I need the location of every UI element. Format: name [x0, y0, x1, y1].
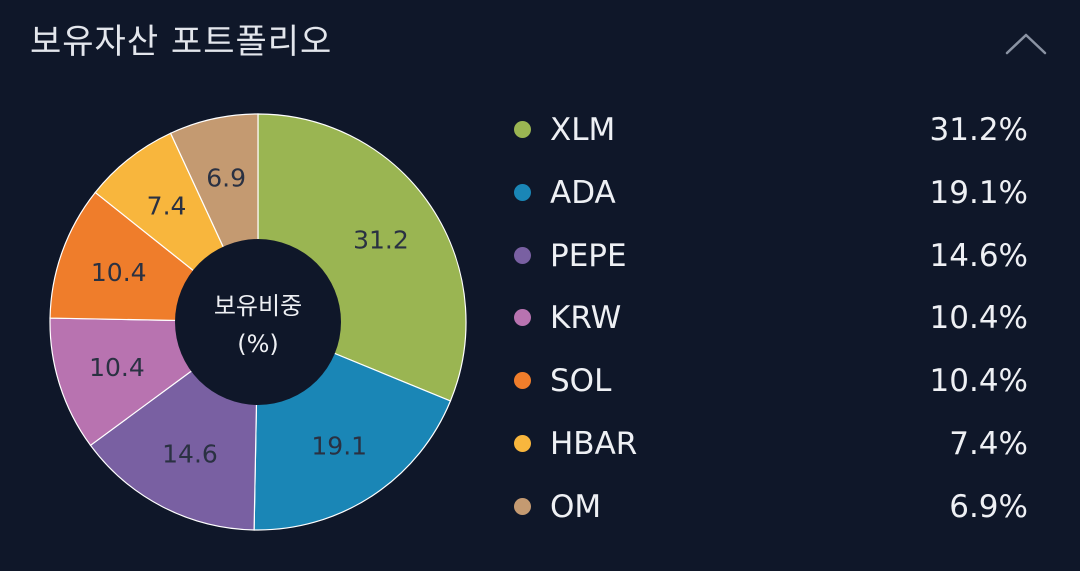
slice-label-hbar: 7.4: [147, 192, 187, 221]
slice-label-om: 6.9: [206, 163, 246, 192]
slice-label-sol: 10.4: [91, 258, 147, 287]
legend-swatch: [514, 183, 531, 201]
center-label-line-1: 보유비중: [214, 292, 302, 320]
legend-value: 6.9%: [949, 488, 1028, 525]
legend-label: OM: [550, 488, 602, 525]
legend-value: 14.6%: [929, 237, 1028, 274]
slice-label-pepe: 14.6: [162, 439, 218, 468]
legend-label: ADA: [550, 174, 616, 211]
legend-value: 10.4%: [929, 300, 1028, 337]
legend-swatch: [514, 121, 531, 138]
donut-chart: 31.2 19.1 14.6 10.4 10.4 7.4 6.9 보유비중 (%): [40, 104, 476, 540]
slice-labels-group: 31.2 19.1 14.6 10.4 10.4 7.4 6.9: [89, 163, 409, 468]
chevron-up-icon: [1005, 33, 1047, 55]
legend-item-hbar[interactable]: HBAR 7.4%: [512, 412, 1032, 475]
legend-swatch: [514, 434, 531, 452]
legend-swatch: [514, 372, 531, 390]
legend-swatch: [514, 309, 531, 327]
slice-label-krw: 10.4: [89, 353, 145, 382]
legend-label: SOL: [550, 363, 612, 400]
legend-swatch: [514, 246, 531, 264]
legend-item-ada[interactable]: ADA 19.1%: [512, 161, 1032, 224]
legend-value: 10.4%: [929, 363, 1028, 400]
legend-value: 19.1%: [929, 174, 1028, 211]
chart-legend: XLM 31.2% ADA 19.1% PEPE 14.6% KRW 10.4%…: [512, 98, 1032, 538]
legend-label: KRW: [550, 300, 622, 337]
center-label-line-2: (%): [237, 330, 279, 358]
collapse-button[interactable]: [998, 22, 1054, 66]
legend-item-xlm[interactable]: XLM 31.2%: [512, 98, 1032, 161]
legend-item-pepe[interactable]: PEPE 14.6%: [512, 224, 1032, 287]
slice-label-xlm: 31.2: [353, 226, 409, 255]
slice-label-ada: 19.1: [311, 432, 367, 461]
donut-chart-svg: 31.2 19.1 14.6 10.4 10.4 7.4 6.9 보유비중 (%): [49, 113, 467, 531]
legend-swatch: [514, 497, 531, 515]
legend-label: PEPE: [550, 237, 627, 274]
donut-hole: [175, 239, 341, 405]
legend-item-om[interactable]: OM 6.9%: [512, 475, 1032, 538]
legend-label: XLM: [550, 112, 616, 148]
legend-value: 31.2%: [929, 112, 1028, 148]
legend-label: HBAR: [550, 425, 638, 462]
panel-header: 보유자산 포트폴리오: [0, 0, 1080, 90]
legend-value: 7.4%: [949, 425, 1028, 462]
legend-item-krw[interactable]: KRW 10.4%: [512, 286, 1032, 349]
panel-title: 보유자산 포트폴리오: [30, 22, 333, 62]
legend-item-sol[interactable]: SOL 10.4%: [512, 349, 1032, 412]
